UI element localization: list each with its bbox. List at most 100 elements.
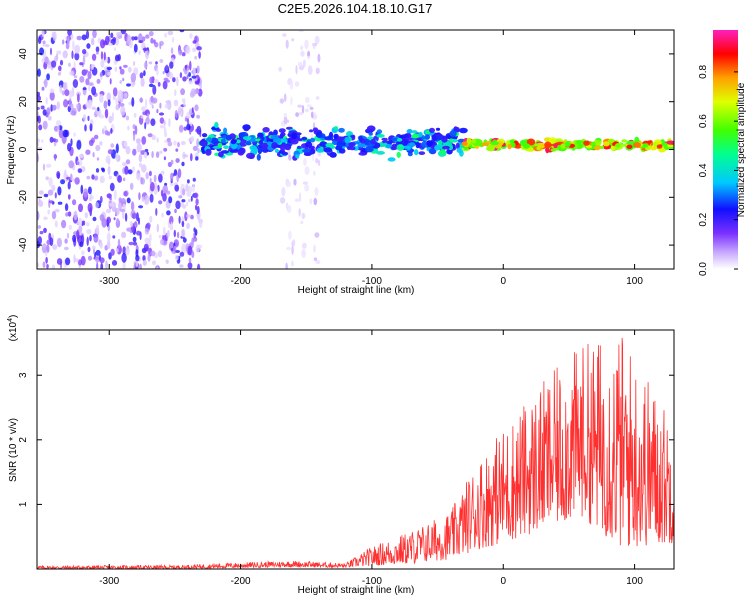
heatmap-cell xyxy=(54,220,58,228)
heatmap-cell xyxy=(41,57,46,64)
heatmap-cell xyxy=(537,142,546,149)
heatmap-cell xyxy=(173,101,179,107)
heatmap-cell xyxy=(626,144,633,149)
heatmap-cell xyxy=(95,46,100,53)
heatmap-cell xyxy=(100,51,104,60)
heatmap-cell xyxy=(455,142,460,150)
heatmap-cell xyxy=(140,77,145,87)
heatmap-cell xyxy=(402,145,411,149)
snr-x-tick-label: -200 xyxy=(231,576,251,587)
heatmap-cell xyxy=(155,207,158,216)
heatmap-cell xyxy=(161,212,164,218)
heatmap-cell xyxy=(455,127,460,133)
heatmap-cell xyxy=(195,156,199,161)
heatmap-cell xyxy=(135,172,141,181)
heatmap-cell xyxy=(626,140,635,146)
heatmap-cell xyxy=(49,88,55,94)
heatmap-cell xyxy=(176,231,180,239)
heatmap-cell xyxy=(577,143,584,148)
heatmap-cell xyxy=(97,106,100,112)
heatmap-cell xyxy=(96,51,99,55)
heatmap-cell xyxy=(199,84,203,89)
heatmap-cell xyxy=(94,175,99,181)
heatmap-cell xyxy=(43,193,49,198)
heatmap-cell xyxy=(194,104,199,112)
heatmap-cell xyxy=(283,93,287,102)
heatmap-cell xyxy=(138,217,140,225)
heatmap-cell xyxy=(109,182,115,192)
heatmap-cell xyxy=(147,113,150,118)
heatmap-cell xyxy=(79,241,84,248)
heatmap-cell xyxy=(46,107,51,116)
heatmap-cell xyxy=(186,201,189,207)
heatmap-x-tick-label: -100 xyxy=(362,276,382,287)
heatmap-cell xyxy=(420,136,430,140)
heatmap-cell xyxy=(60,179,66,185)
heatmap-cell xyxy=(507,144,512,150)
heatmap-cell xyxy=(175,200,181,210)
snr-scale-exp: 4 xyxy=(7,318,14,322)
heatmap-cell xyxy=(70,173,73,180)
heatmap-cell xyxy=(192,185,195,193)
heatmap-cell xyxy=(136,230,141,236)
heatmap-cell xyxy=(122,246,126,255)
heatmap-cell xyxy=(304,39,309,50)
heatmap-cell xyxy=(126,227,132,232)
heatmap-cell xyxy=(42,261,46,269)
heatmap-cell xyxy=(126,34,132,45)
heatmap-cell xyxy=(293,178,297,186)
heatmap-cell xyxy=(74,258,79,263)
heatmap-cell xyxy=(564,141,571,147)
heatmap-cell xyxy=(70,110,76,116)
heatmap-cell xyxy=(331,140,339,146)
heatmap-cell xyxy=(77,93,80,103)
heatmap-cell xyxy=(67,194,71,200)
heatmap-cell xyxy=(81,34,87,41)
heatmap-cell xyxy=(91,37,95,46)
heatmap-cell xyxy=(88,139,94,146)
heatmap-cell xyxy=(663,142,668,149)
heatmap-cell xyxy=(49,237,54,247)
heatmap-cell xyxy=(123,64,128,68)
heatmap-cell xyxy=(336,140,345,148)
heatmap-cell xyxy=(349,146,356,151)
heatmap-cell xyxy=(56,237,63,248)
snr-x-ticks: -300 -200 -100 0 100 xyxy=(99,330,643,587)
heatmap-cell xyxy=(87,246,91,253)
heatmap-cell xyxy=(63,99,69,108)
heatmap-cell xyxy=(80,184,84,195)
heatmap-cell xyxy=(91,245,96,250)
heatmap-cell xyxy=(407,152,413,157)
heatmap-cell xyxy=(176,76,179,87)
heatmap-cell xyxy=(99,72,103,77)
heatmap-cell xyxy=(156,137,159,143)
heatmap-cell xyxy=(302,59,306,68)
heatmap-cell xyxy=(114,47,116,52)
heatmap-cell xyxy=(90,64,94,70)
heatmap-cell xyxy=(76,140,82,150)
heatmap-cell xyxy=(583,140,590,146)
heatmap-cell xyxy=(101,168,105,173)
heatmap-cell xyxy=(315,157,319,164)
heatmap-cell xyxy=(99,257,105,264)
heatmap-cell xyxy=(133,131,136,142)
heatmap-cell xyxy=(368,132,373,136)
heatmap-cell xyxy=(315,67,320,75)
heatmap-cell xyxy=(220,150,229,154)
heatmap-cell xyxy=(117,175,122,183)
heatmap-cell xyxy=(88,85,91,92)
heatmap-cell xyxy=(135,254,140,262)
heatmap-cell xyxy=(286,119,290,124)
heatmap-cell xyxy=(288,154,292,161)
heatmap-cell xyxy=(99,141,103,146)
heatmap-cell xyxy=(116,32,122,37)
heatmap-cell xyxy=(69,70,75,76)
heatmap-cell xyxy=(187,118,190,125)
heatmap-cell xyxy=(298,112,303,116)
heatmap-cell xyxy=(68,160,74,169)
heatmap-cell xyxy=(304,166,310,176)
heatmap-cell xyxy=(187,262,193,269)
heatmap-cell xyxy=(144,200,148,205)
heatmap-cell xyxy=(314,35,320,45)
heatmap-cell xyxy=(92,216,97,222)
